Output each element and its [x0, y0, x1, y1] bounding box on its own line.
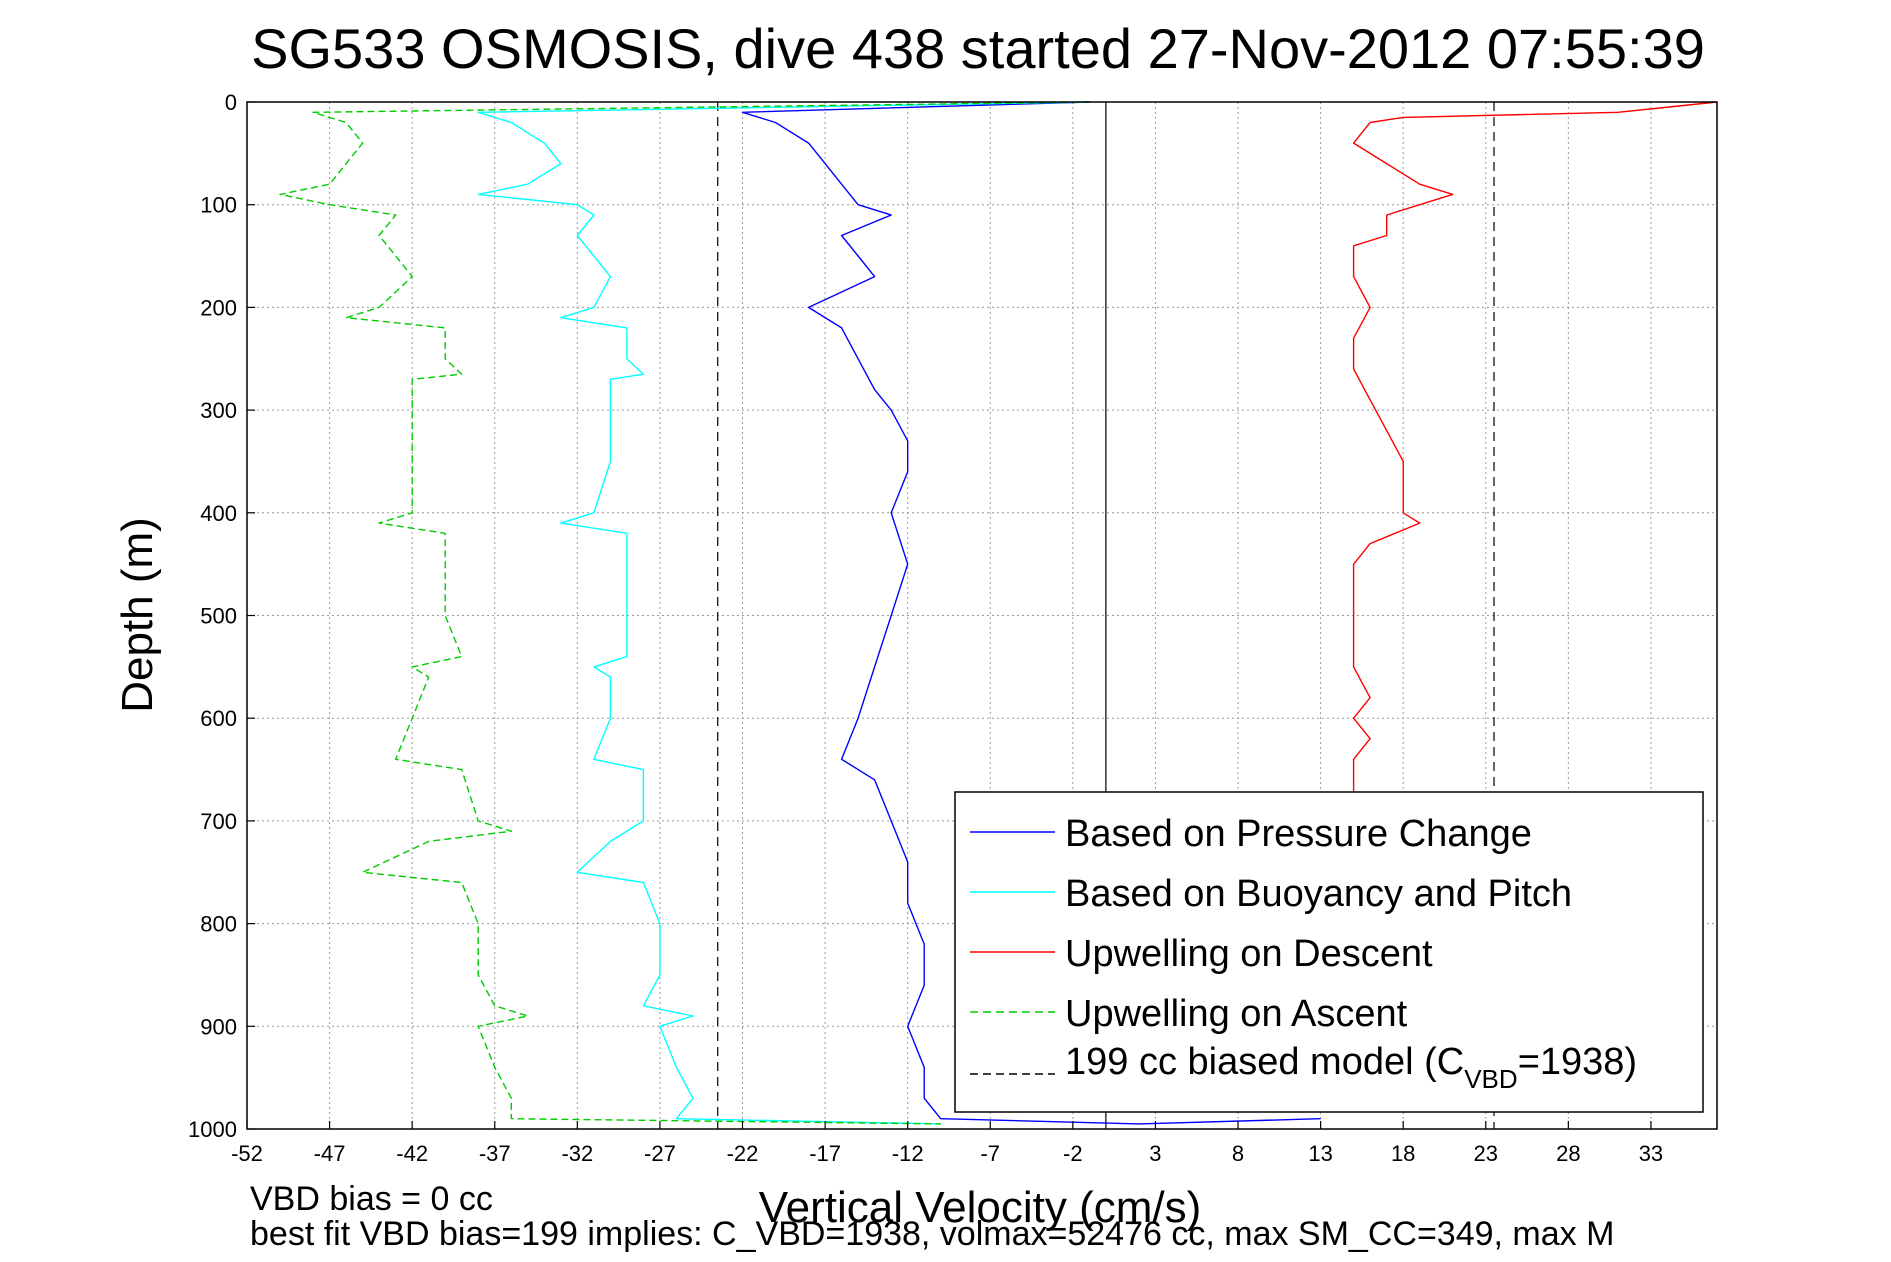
- y-tick-label: 500: [200, 604, 237, 629]
- x-tick-label: 23: [1474, 1141, 1498, 1166]
- legend-label-model: 199 cc biased model (CVBD=1938): [1065, 1041, 1637, 1094]
- x-axis-label: Vertical Velocity (cm/s): [759, 1183, 1202, 1232]
- legend: Based on Pressure Change Based on Buoyan…: [954, 791, 1704, 1113]
- x-tick-label: -2: [1063, 1141, 1083, 1166]
- legend-label-pressure: Based on Pressure Change: [1065, 813, 1532, 855]
- y-tick-label: 300: [200, 398, 237, 423]
- x-tick-label: 33: [1639, 1141, 1663, 1166]
- series-line-2: [1352, 101, 1718, 801]
- x-tick-label: -42: [396, 1141, 428, 1166]
- y-tick-label: 900: [200, 1014, 237, 1039]
- series-group: [279, 101, 1718, 1125]
- legend-box: [954, 791, 1704, 1113]
- y-ticks: 0 100 200 300 400 500 600 700 800 900 1000: [188, 90, 255, 1142]
- y-tick-label: 400: [200, 501, 237, 526]
- legend-label-descent: Upwelling on Descent: [1065, 933, 1433, 975]
- x-tick-label: -32: [561, 1141, 593, 1166]
- vbd-bias-note: VBD bias = 0 cc: [250, 1180, 493, 1218]
- y-axis-label: Depth (m): [113, 517, 162, 713]
- x-tick-label: 28: [1556, 1141, 1580, 1166]
- x-tick-label: 13: [1308, 1141, 1332, 1166]
- x-tick-label: -17: [809, 1141, 841, 1166]
- series-line-1: [477, 101, 1090, 1125]
- x-tick-label: -12: [892, 1141, 924, 1166]
- x-tick-label: -37: [479, 1141, 511, 1166]
- series-line-3: [279, 101, 1090, 1125]
- best-fit-note: best fit VBD bias=199 implies: C_VBD=193…: [250, 1215, 1614, 1253]
- legend-model-prefix: 199 cc biased model (C: [1065, 1041, 1464, 1083]
- y-tick-label: 0: [225, 90, 237, 115]
- series-line-0: [741, 101, 1321, 1125]
- y-tick-label: 600: [200, 706, 237, 731]
- legend-model-suffix: =1938): [1518, 1041, 1637, 1083]
- x-tick-label: 8: [1232, 1141, 1244, 1166]
- x-tick-label: -52: [231, 1141, 263, 1166]
- x-tick-label: -27: [644, 1141, 676, 1166]
- legend-label-ascent: Upwelling on Ascent: [1065, 993, 1408, 1035]
- chart-title: SG533 OSMOSIS, dive 438 started 27-Nov-2…: [251, 17, 1705, 80]
- y-tick-label: 700: [200, 809, 237, 834]
- y-tick-label: 200: [200, 295, 237, 320]
- legend-model-subscript: VBD: [1464, 1064, 1517, 1094]
- legend-label-buoyancy: Based on Buoyancy and Pitch: [1065, 873, 1572, 915]
- x-ticks: -52 -47 -42 -37 -32 -27 -22 -17 -12 -7 -2 3 8 13 18 23 2…: [231, 1121, 1663, 1166]
- y-tick-label: 800: [200, 912, 237, 937]
- x-tick-label: -47: [314, 1141, 346, 1166]
- x-tick-label: -22: [727, 1141, 759, 1166]
- x-tick-label: -7: [980, 1141, 1000, 1166]
- y-tick-label: 100: [200, 193, 237, 218]
- x-tick-label: 3: [1149, 1141, 1161, 1166]
- x-tick-label: 18: [1391, 1141, 1415, 1166]
- y-tick-label: 1000: [188, 1117, 237, 1142]
